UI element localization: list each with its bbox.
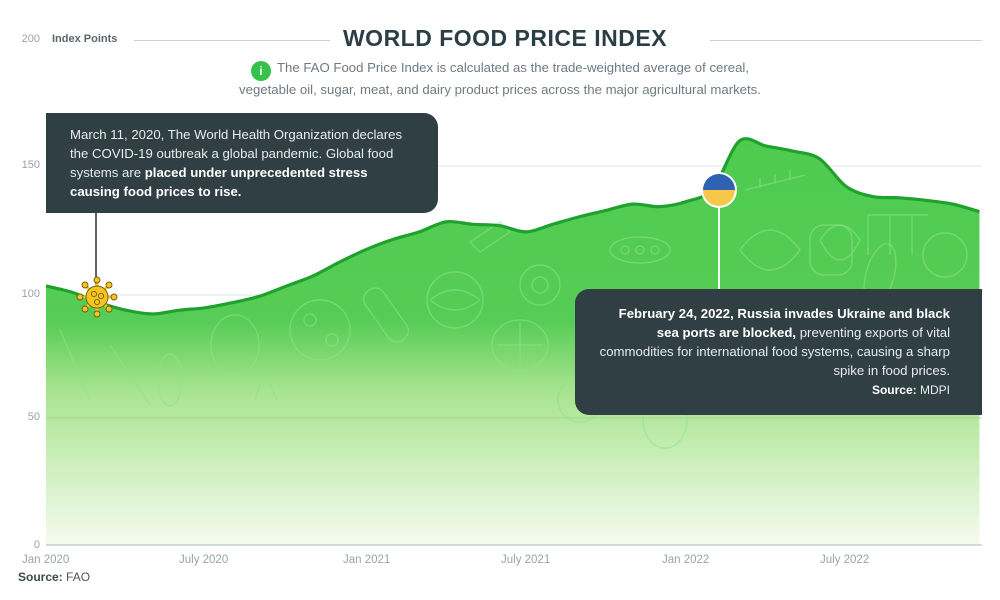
ukraine-callout-source: Source: MDPI [871, 383, 950, 397]
price-line [45, 137, 980, 316]
header-rule-right [710, 40, 982, 41]
x-tick-jul-2020: July 2020 [179, 554, 229, 566]
chart-source: Source: FAO [18, 570, 91, 584]
price-area [46, 138, 980, 545]
page-title: WORLD FOOD PRICE INDEX [342, 25, 668, 51]
subtitle-line-2: vegetable oil, sugar, meat, and dairy pr… [239, 82, 761, 97]
ukraine-callout: February 24, 2022, Russia invades Ukrain… [575, 289, 982, 415]
x-tick-jan-2022: Jan 2022 [662, 554, 710, 566]
x-tick-jan-2021: Jan 2021 [343, 554, 391, 566]
ukraine-callout-bold: February 24, 2022, Russia invades Ukrain… [618, 306, 950, 340]
y-tick-50: 50 [27, 411, 40, 423]
x-tick-jul-2022: July 2022 [820, 554, 870, 566]
y-tick-200: 200 [21, 33, 40, 45]
virus-icon [76, 276, 118, 318]
covid-callout-bold: placed under unprecedented stress causin… [70, 165, 368, 199]
ukraine-flag-icon [701, 172, 737, 208]
y-axis-title: Index Points [52, 33, 118, 45]
covid-callout: March 11, 2020, The World Health Organiz… [46, 113, 438, 213]
subtitle-line-1: The FAO Food Price Index is calculated a… [276, 60, 750, 75]
ukraine-callout-text: preventing exports of vital commodities … [599, 325, 950, 378]
x-tick-jul-2021: July 2021 [501, 554, 551, 566]
x-tick-jan-2020: Jan 2020 [22, 554, 70, 566]
y-tick-100: 100 [21, 288, 40, 300]
info-icon: i [250, 61, 271, 81]
y-tick-0: 0 [33, 539, 40, 551]
y-tick-150: 150 [21, 159, 40, 171]
covid-callout-text: March 11, 2020, The World Health Organiz… [70, 127, 403, 180]
chart-subtitle: i The FAO Food Price Index is calculated … [220, 59, 780, 99]
header-rule-left [134, 40, 330, 41]
